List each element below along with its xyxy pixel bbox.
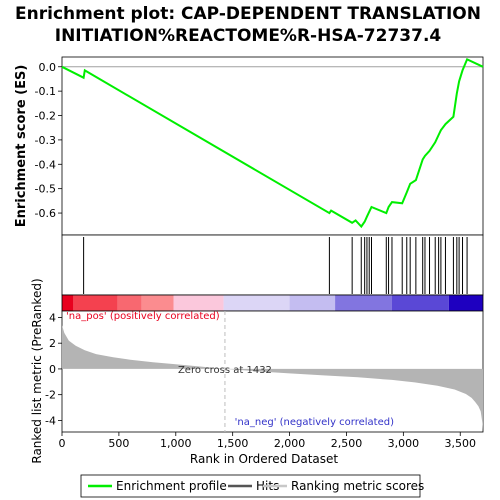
ranking-bar-segment — [223, 295, 290, 311]
metric-panel: 4 2 0 -2 -4 'na_pos' (positively correlated)… — [45, 310, 484, 433]
na-neg-label: 'na_neg' (negatively correlated) — [235, 417, 394, 428]
es-tick-label: 0.0 — [39, 61, 57, 74]
ranking-bar-segment — [173, 295, 224, 311]
es-tick-label: -0.1 — [35, 85, 56, 98]
zero-cross-label: Zero cross at 1432 — [178, 365, 272, 376]
x-tick-label: 2,000 — [274, 437, 306, 450]
hits-panel — [61, 234, 484, 296]
legend-label-enrichment: Enrichment profile — [116, 479, 227, 493]
metric-axis-label: Ranked list metric (PreRanked) — [30, 278, 44, 463]
na-pos-label: 'na_pos' (positively correlated) — [66, 311, 220, 322]
x-axis-ticks: 0 500 1,000 1,500 2,000 2,500 3,000 3,500 — [59, 432, 476, 450]
metric-tick-label: -4 — [45, 414, 56, 427]
x-tick-label: 1,500 — [217, 437, 249, 450]
x-axis-label: Rank in Ordered Dataset — [190, 452, 338, 466]
ranking-metric-area — [62, 325, 483, 431]
metric-tick-label: 0 — [49, 363, 56, 376]
x-tick-label: 500 — [108, 437, 129, 450]
es-axis-label: Enrichment score (ES) — [14, 65, 29, 228]
ranking-bar-segment — [335, 295, 392, 311]
x-tick-label: 2,500 — [331, 437, 363, 450]
metric-tick-label: 2 — [49, 337, 56, 350]
metric-ticks: 4 2 0 -2 -4 — [45, 311, 62, 427]
chart-title-line2: INITIATION%REACTOME%R-HSA-72737.4 — [55, 26, 442, 46]
metric-tick-label: 4 — [49, 311, 56, 324]
es-ticks: 0.0 -0.1 -0.2 -0.3 -0.4 -0.5 -0.6 — [35, 61, 62, 220]
es-panel-frame — [61, 56, 484, 236]
legend: Enrichment profile Hits Ranking metric s… — [80, 474, 424, 498]
ranking-color-bar — [62, 295, 483, 311]
es-tick-label: -0.6 — [35, 207, 56, 220]
x-tick-label: 0 — [59, 437, 66, 450]
legend-label-ranking: Ranking metric scores — [291, 479, 424, 493]
x-tick-label: 3,000 — [388, 437, 420, 450]
enrichment-profile-line — [61, 58, 484, 229]
es-tick-label: -0.3 — [35, 134, 56, 147]
es-tick-label: -0.5 — [35, 183, 56, 196]
x-tick-label: 1,000 — [160, 437, 192, 450]
ranking-bar-segment — [289, 295, 336, 311]
ranking-bar-segment — [117, 295, 142, 311]
hit-lines — [83, 237, 468, 294]
metric-tick-label: -2 — [45, 389, 56, 402]
ranking-bar-segment — [391, 295, 449, 311]
hits-panel-frame — [61, 234, 484, 296]
ranking-bar-segment — [448, 295, 483, 311]
es-tick-label: -0.2 — [35, 110, 56, 123]
ranking-bar-segment — [73, 295, 118, 311]
ranking-bar-segment — [141, 295, 174, 311]
ranking-bar-segment — [62, 295, 74, 311]
es-panel: 0.0 -0.1 -0.2 -0.3 -0.4 -0.5 -0.6 — [35, 56, 484, 236]
es-tick-label: -0.4 — [35, 158, 56, 171]
chart-title-line1: Enrichment plot: CAP-DEPENDENT TRANSLATI… — [15, 4, 481, 24]
x-tick-label: 3,500 — [444, 437, 476, 450]
